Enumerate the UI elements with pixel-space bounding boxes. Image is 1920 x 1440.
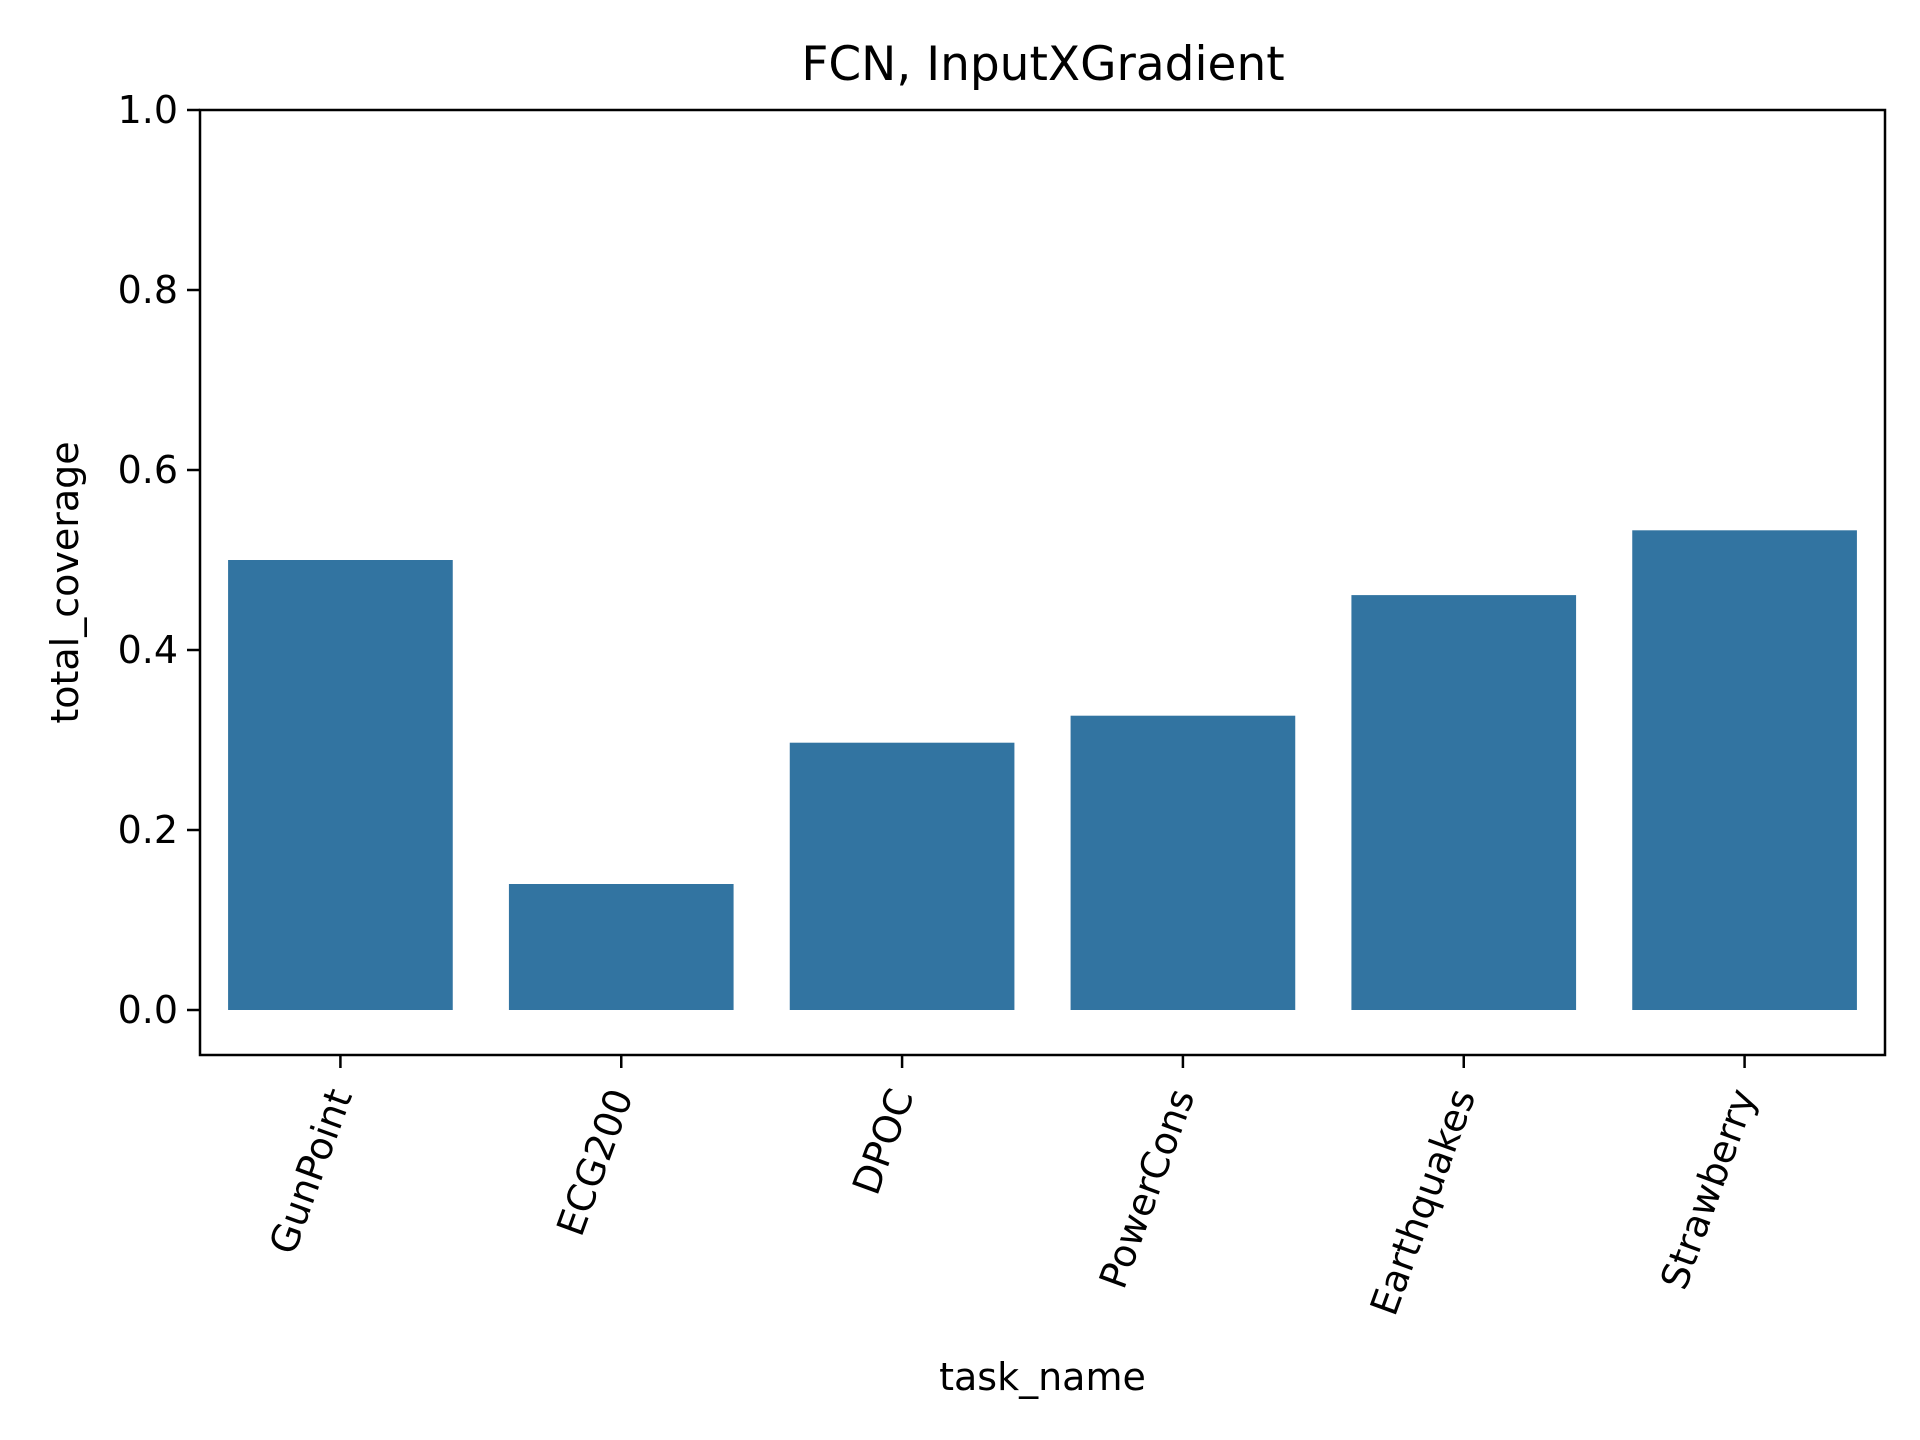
x-tick-label: PowerCons xyxy=(1091,1083,1204,1294)
y-tick-label: 0.4 xyxy=(118,628,178,672)
y-axis-label: total_coverage xyxy=(43,441,87,723)
x-tick-label: DPOC xyxy=(844,1083,922,1200)
bar-powercons xyxy=(1070,715,1296,1010)
bars-group xyxy=(228,530,1857,1010)
y-tick-label: 0.8 xyxy=(118,268,178,312)
bar-strawberry xyxy=(1632,530,1857,1010)
bar-ecg200 xyxy=(508,884,734,1010)
y-tick-label: 0.2 xyxy=(118,808,178,852)
x-tick-label: Earthquakes xyxy=(1362,1083,1484,1321)
x-tick-label: GunPoint xyxy=(261,1083,361,1260)
plot-frame xyxy=(198,108,1887,1057)
y-tick-label: 0.6 xyxy=(118,448,178,492)
x-tick-label: Strawberry xyxy=(1652,1083,1765,1295)
y-tick-label: 0.0 xyxy=(118,988,178,1032)
chart-title: FCN, InputXGradient xyxy=(801,37,1284,92)
bar-gunpoint xyxy=(228,560,453,1010)
x-axis-label: task_name xyxy=(939,1355,1146,1399)
x-axis: GunPoint ECG200 DPOC PowerCons Earthquakes St… xyxy=(261,1055,1765,1321)
y-axis: 0.0 0.2 0.4 0.6 0.8 1.0 xyxy=(118,88,200,1032)
y-tick-label: 1.0 xyxy=(118,88,178,132)
x-tick-label: ECG200 xyxy=(548,1083,642,1241)
bar-dpoc xyxy=(789,742,1015,1010)
bar-earthquakes xyxy=(1351,595,1577,1010)
